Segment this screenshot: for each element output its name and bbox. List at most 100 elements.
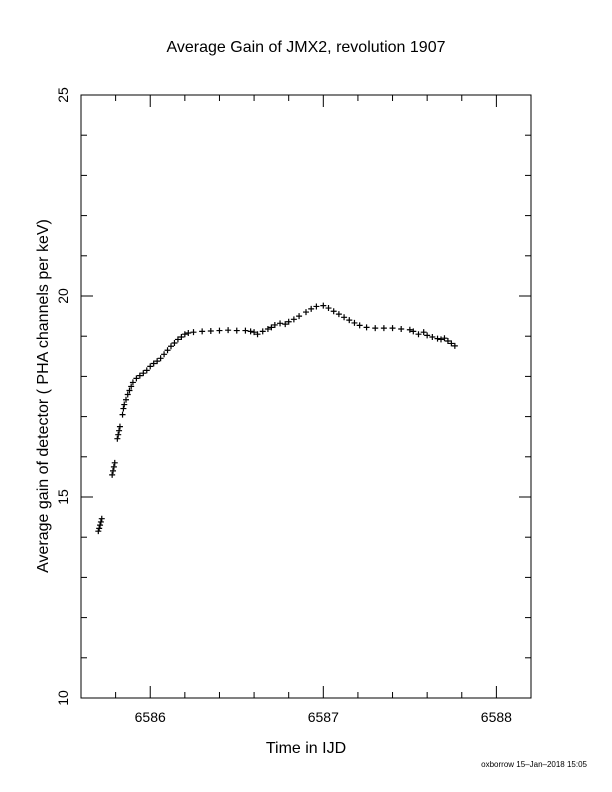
data-point — [133, 375, 140, 382]
data-point — [124, 391, 131, 398]
data-point — [341, 314, 348, 321]
data-point — [406, 326, 413, 333]
data-point — [185, 329, 192, 336]
data-point — [119, 411, 126, 418]
data-point — [424, 332, 431, 339]
data-point — [178, 334, 185, 341]
data-point — [128, 383, 135, 390]
data-point — [174, 336, 181, 343]
data-point — [168, 343, 174, 350]
data-point — [110, 467, 117, 474]
data-point — [308, 305, 315, 312]
data-point — [110, 463, 117, 470]
data-point — [264, 325, 271, 332]
data-point — [282, 321, 289, 328]
data-point — [150, 360, 157, 367]
data-point — [111, 459, 118, 466]
data-point — [181, 331, 188, 338]
data-point — [434, 335, 441, 342]
data-point — [129, 379, 136, 386]
chart-title: Average Gain of JMX2, revolution 1907 — [167, 39, 446, 56]
data-point — [97, 518, 104, 525]
axis-tick-labels: 6586 6587 6588 10 15 20 25 — [55, 87, 512, 725]
data-point — [251, 329, 258, 336]
data-point — [207, 327, 214, 334]
data-point — [420, 329, 427, 336]
data-point — [126, 387, 133, 394]
data-point — [389, 325, 396, 332]
data-point — [372, 325, 379, 332]
plot-frame — [80, 94, 532, 699]
data-point — [199, 328, 206, 335]
y-tick-label: 20 — [55, 288, 71, 304]
data-point — [171, 340, 178, 347]
data-point — [313, 303, 320, 310]
data-point — [157, 355, 164, 362]
data-point — [271, 321, 278, 328]
data-point — [415, 331, 422, 338]
data-point — [97, 522, 104, 529]
data-point — [448, 340, 455, 347]
data-point — [290, 316, 297, 323]
data-point — [356, 322, 363, 329]
data-point — [136, 372, 143, 379]
data-point — [143, 367, 150, 374]
x-tick-label: 6588 — [481, 709, 512, 725]
data-point — [346, 317, 353, 324]
data-point — [451, 342, 458, 349]
data-point — [330, 308, 337, 315]
data-point — [120, 405, 127, 412]
data-point — [254, 331, 261, 338]
x-tick-label: 6586 — [135, 709, 166, 725]
data-point — [116, 427, 123, 434]
x-tick-label: 6587 — [308, 709, 339, 725]
data-point — [161, 351, 168, 358]
data-point — [444, 338, 451, 345]
data-point — [303, 309, 309, 316]
data-point — [277, 320, 284, 327]
data-point — [216, 327, 223, 334]
data-point — [121, 401, 128, 408]
data-point — [95, 528, 102, 535]
data-point — [164, 347, 171, 354]
data-point — [247, 328, 254, 335]
data-point — [285, 318, 292, 325]
data-point — [438, 336, 444, 343]
data-point — [259, 328, 266, 335]
data-point — [325, 305, 332, 312]
data-point — [351, 319, 358, 326]
data-point — [190, 329, 197, 336]
credit-text: oxborrow 15–Jan–2018 15:05 — [481, 760, 587, 769]
data-point — [115, 431, 122, 438]
data-point — [410, 328, 417, 335]
data-point — [268, 324, 275, 331]
data-point — [320, 302, 327, 309]
data-point — [242, 327, 249, 334]
data-point — [441, 335, 448, 342]
data-point — [429, 334, 436, 341]
axis-ticks — [81, 95, 531, 698]
data-point — [154, 358, 161, 365]
data-points — [95, 302, 458, 535]
data-point — [296, 313, 303, 320]
y-tick-label: 10 — [55, 690, 71, 706]
x-axis-label: Time in IJD — [266, 740, 346, 757]
data-point — [114, 435, 121, 442]
data-point — [123, 396, 129, 403]
data-point — [96, 525, 103, 532]
data-point — [98, 515, 105, 522]
data-point — [147, 363, 154, 370]
data-point — [363, 324, 370, 331]
y-tick-label: 25 — [55, 87, 71, 103]
data-point — [109, 471, 116, 478]
data-point — [233, 327, 240, 334]
y-tick-label: 15 — [55, 489, 71, 505]
data-point — [380, 325, 387, 332]
data-point — [398, 325, 405, 332]
data-point — [116, 423, 123, 430]
data-point — [140, 370, 147, 377]
data-point — [335, 311, 342, 318]
data-point — [225, 327, 232, 334]
y-axis-label: Average gain of detector ( PHA channels … — [35, 219, 52, 573]
